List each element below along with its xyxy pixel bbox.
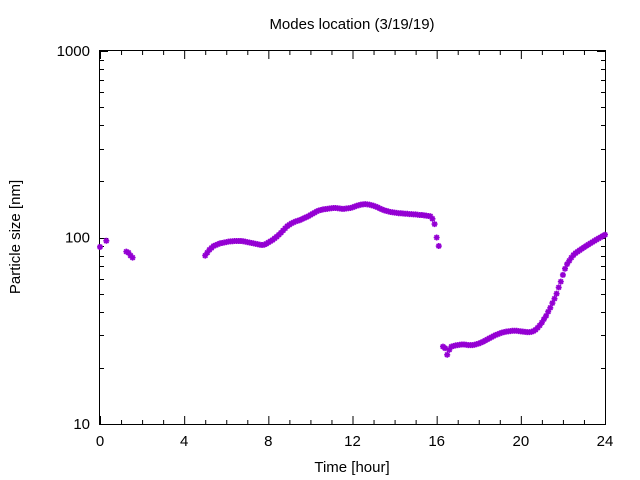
data-point: [103, 237, 110, 244]
data-point: [303, 214, 310, 221]
data-point: [551, 295, 558, 302]
data-point: [431, 221, 438, 228]
chart-title: Modes location (3/19/19): [269, 16, 434, 33]
data-point: [370, 202, 377, 209]
y-tick-labels: 10 100 1000: [57, 43, 90, 433]
x-tick-label: 20: [512, 433, 529, 450]
x-tick-label: 0: [96, 433, 104, 450]
data-point: [547, 304, 554, 311]
data-point: [444, 351, 451, 358]
data-point: [435, 243, 442, 250]
data-point: [313, 208, 320, 215]
data-point: [536, 322, 543, 329]
data-point: [492, 332, 499, 339]
data-point: [97, 243, 103, 250]
data-point: [429, 215, 436, 222]
data-point: [210, 243, 217, 250]
data-point: [534, 324, 541, 331]
data-point: [545, 308, 552, 315]
data-point: [602, 231, 608, 238]
data-point: [540, 316, 547, 323]
data-point: [566, 257, 573, 264]
data-point: [446, 346, 453, 353]
x-tick-label: 4: [180, 433, 188, 450]
data-point: [564, 261, 571, 268]
y-tick-label: 100: [65, 230, 90, 247]
plot-frame: [99, 50, 606, 425]
data-point: [555, 284, 562, 291]
data-point: [553, 290, 560, 297]
x-tick-label: 12: [344, 433, 361, 450]
data-point: [538, 319, 545, 326]
data-points: [97, 201, 608, 358]
data-point: [475, 340, 482, 347]
y-tick-label: 10: [73, 416, 90, 433]
data-point: [433, 234, 440, 241]
x-tick-label: 8: [264, 433, 272, 450]
data-point: [557, 278, 564, 285]
data-point: [202, 252, 209, 259]
data-point: [376, 205, 383, 212]
data-point: [123, 248, 130, 255]
data-point: [543, 312, 550, 319]
data-point: [442, 345, 449, 352]
x-axis-label: Time [hour]: [314, 459, 389, 476]
data-point: [427, 213, 434, 220]
data-point: [378, 206, 385, 213]
x-tick-label: 24: [597, 433, 614, 450]
x-tick-label: 16: [428, 433, 445, 450]
data-point: [568, 254, 575, 261]
x-tick-labels: 0 4 8 12 16 20 24: [96, 433, 614, 450]
data-point: [299, 216, 305, 223]
data-point: [129, 254, 136, 261]
y-tick-label: 1000: [57, 43, 90, 60]
data-point: [301, 215, 308, 222]
data-point: [349, 204, 356, 211]
data-point: [125, 249, 132, 256]
data-point: [562, 265, 569, 272]
y-axis-label: Particle size [nm]: [7, 180, 24, 294]
data-point: [372, 203, 379, 210]
data-point: [261, 241, 268, 248]
data-point: [212, 242, 219, 249]
data-point: [549, 300, 556, 307]
data-point: [351, 203, 358, 210]
data-point: [204, 249, 211, 256]
data-point: [214, 241, 221, 248]
data-point: [559, 271, 566, 278]
axis-ticks: [100, 51, 606, 425]
data-point: [477, 339, 484, 346]
